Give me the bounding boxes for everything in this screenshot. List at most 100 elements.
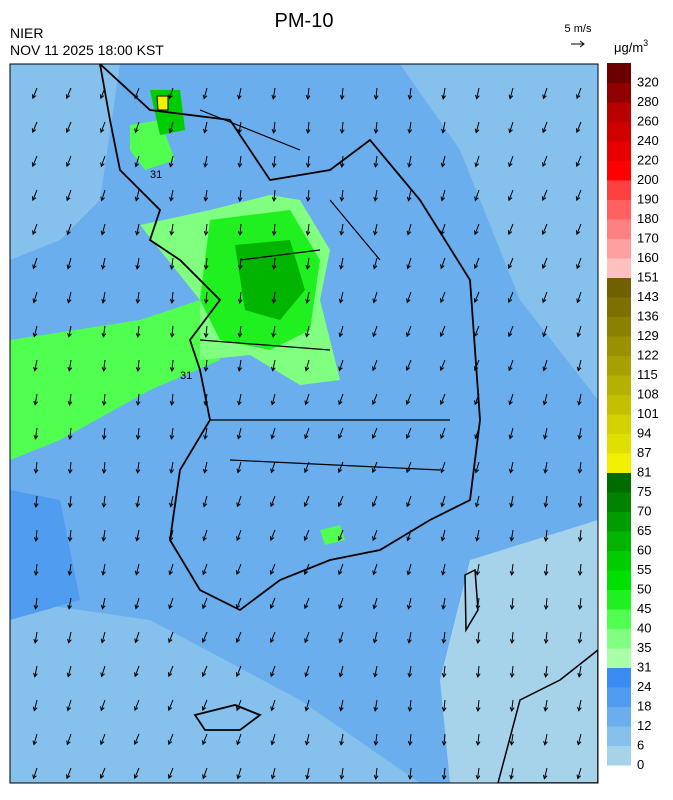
- wind-arrow: [543, 631, 549, 644]
- wind-arrow: [271, 291, 277, 304]
- wind-arrow: [576, 291, 582, 304]
- wind-arrow: [337, 529, 344, 542]
- wind-arrow: [577, 563, 583, 576]
- wind-arrow: [304, 325, 310, 338]
- wind-arrow: [541, 189, 548, 202]
- colorbar-tick-label: 94: [637, 426, 651, 441]
- wind-arrow: [338, 393, 344, 406]
- colorbar-segment: [607, 82, 631, 103]
- colorbar-tick-label: 18: [637, 699, 651, 714]
- wind-arrow: [303, 529, 310, 542]
- wind-arrow: [100, 631, 106, 644]
- wind-arrow: [305, 291, 310, 304]
- wind-arrow: [475, 767, 481, 780]
- wind-arrow: [133, 699, 140, 712]
- wind-arrow: [507, 189, 514, 202]
- colorbar-tick-label: 190: [637, 192, 659, 207]
- wind-arrow: [203, 427, 208, 440]
- colorbar-segment: [607, 336, 631, 356]
- colorbar-tick-label: 220: [637, 153, 659, 168]
- wind-arrow: [475, 529, 480, 542]
- wind-arrow: [372, 597, 378, 610]
- contour-label: 31: [150, 169, 162, 181]
- wind-arrow: [167, 665, 174, 678]
- wind-arrow: [575, 189, 582, 202]
- wind-arrow: [133, 767, 140, 780]
- wind-arrow: [66, 699, 72, 712]
- wind-arrow: [135, 325, 141, 338]
- wind-arrow: [508, 461, 514, 474]
- colorbar-tick-label: 65: [637, 523, 651, 538]
- wind-arrow: [269, 529, 276, 542]
- colorbar-tick-label: 240: [637, 133, 659, 148]
- wind-arrow: [135, 495, 141, 508]
- colorbar-tick-label: 24: [637, 679, 651, 694]
- colorbar-segment: [607, 219, 631, 239]
- wind-arrow: [507, 223, 514, 236]
- wind-arrow: [372, 359, 378, 372]
- wind-arrow: [542, 767, 548, 780]
- wind-arrow: [135, 291, 141, 304]
- wind-arrow: [235, 597, 242, 610]
- wind-arrow: [237, 87, 242, 100]
- wind-arrow: [33, 359, 38, 372]
- wind-arrow: [168, 121, 174, 134]
- wind-arrow: [406, 597, 412, 610]
- colorbar-segment: [607, 472, 631, 493]
- unit-base: μg/m: [614, 40, 643, 55]
- wind-arrow: [169, 223, 175, 236]
- wind-arrow: [31, 121, 38, 134]
- wind-arrow: [270, 767, 276, 780]
- wind-arrow: [509, 733, 515, 746]
- wind-arrow: [543, 665, 549, 678]
- wind-arrow: [33, 427, 39, 440]
- wind-arrow: [373, 767, 379, 780]
- wind-arrow: [474, 461, 480, 474]
- wind-arrow: [373, 155, 379, 168]
- wind-arrow: [304, 359, 310, 372]
- wind-arrow: [440, 155, 446, 168]
- wind-arrow: [474, 189, 480, 202]
- wind-arrow: [169, 359, 175, 372]
- wind-arrow: [474, 495, 480, 508]
- wind-arrow: [101, 563, 106, 576]
- wind-arrow: [577, 699, 582, 712]
- colorbar-segment: [607, 258, 631, 278]
- wind-arrow: [100, 189, 106, 202]
- wind-arrow: [304, 699, 310, 712]
- wind-arrow: [66, 257, 72, 270]
- wind-arrow: [270, 733, 276, 746]
- wind-arrow: [337, 461, 344, 474]
- wind-arrow: [439, 393, 446, 406]
- wind-arrow: [99, 87, 106, 100]
- wind-arrow: [201, 665, 208, 678]
- wind-arrow: [65, 121, 72, 134]
- wind-arrow: [475, 563, 481, 576]
- wind-arrow: [575, 121, 582, 134]
- wind-arrow: [203, 223, 209, 236]
- wind-arrow: [168, 631, 174, 644]
- wind-arrow: [509, 665, 515, 678]
- wind-arrow: [271, 359, 276, 372]
- colorbar-segment: [607, 102, 631, 122]
- wind-arrow: [237, 189, 243, 202]
- wind-arrow: [100, 699, 106, 712]
- wind-arrow: [269, 631, 276, 644]
- wind-arrow: [373, 189, 378, 202]
- wind-arrow: [577, 529, 583, 542]
- wind-arrow: [201, 597, 208, 610]
- colorbar-tick-label: 108: [637, 387, 659, 402]
- colorbar-segment: [607, 355, 631, 376]
- wind-arrow: [406, 189, 412, 202]
- wind-arrow: [237, 121, 243, 134]
- wind-arrow: [508, 359, 514, 372]
- wind-arrow: [373, 733, 379, 746]
- wind-arrow: [407, 155, 412, 168]
- wind-arrow: [407, 631, 412, 644]
- colorbar-segment: [607, 667, 631, 688]
- wind-arrow: [338, 291, 344, 304]
- wind-arrow: [168, 155, 174, 168]
- wind-arrow: [474, 427, 480, 440]
- wind-arrow: [441, 597, 446, 610]
